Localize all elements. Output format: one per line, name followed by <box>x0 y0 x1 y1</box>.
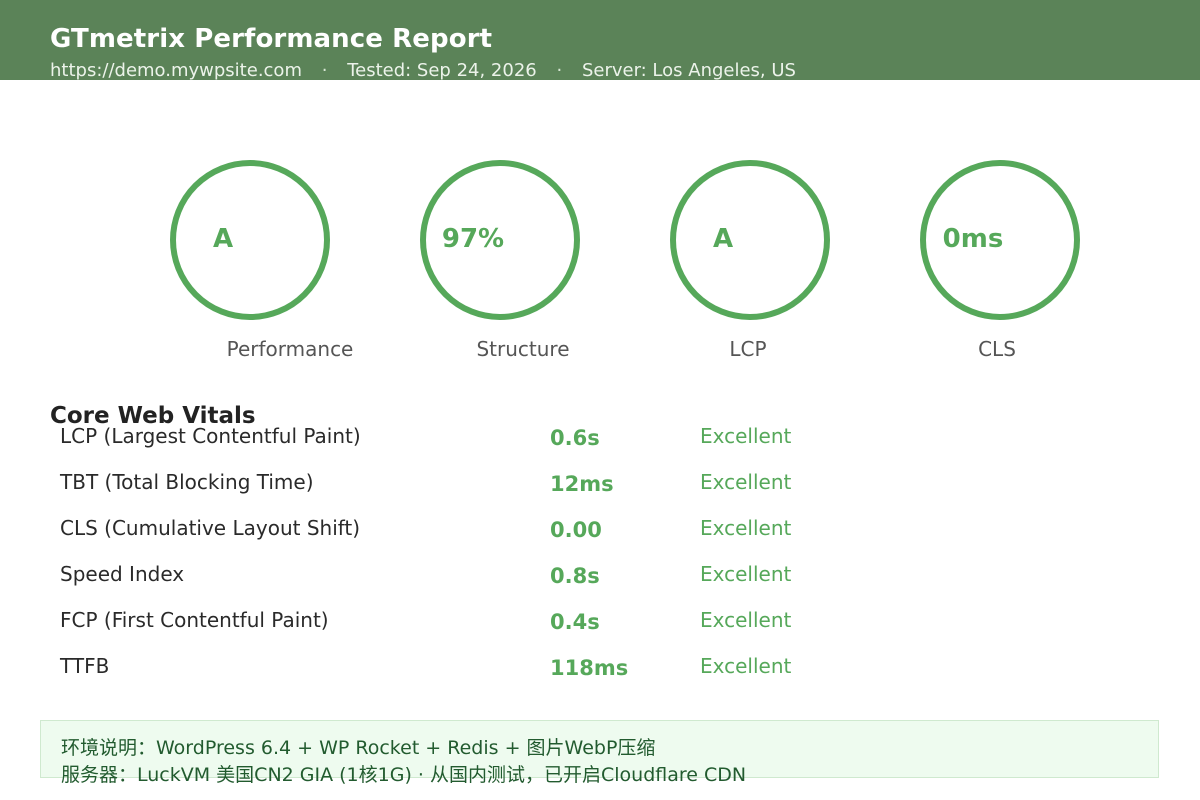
lcp-score-label: LCP <box>729 337 767 361</box>
structure-score-ring <box>420 160 580 320</box>
vital-value: 0.6s <box>550 426 600 450</box>
performance-score-value: A <box>212 224 234 254</box>
tested-url-link[interactable]: https://demo.mywpsite.com <box>50 60 302 81</box>
vital-rating: Excellent <box>700 608 792 632</box>
test-date: Tested: Sep 24, 2026 <box>347 60 537 81</box>
vital-row-speed-index: Speed Index 0.8s Excellent <box>0 563 1200 593</box>
performance-score-label: Performance <box>226 337 354 361</box>
environment-note-line: 环境说明：WordPress 6.4 + WP Rocket + Redis +… <box>61 737 656 759</box>
performance-score-ring <box>170 160 330 320</box>
vital-value: 12ms <box>550 472 614 496</box>
vital-name: Speed Index <box>60 562 185 586</box>
report-header: GTmetrix Performance Report https://demo… <box>0 0 1200 82</box>
vital-rating: Excellent <box>700 470 792 494</box>
vital-value: 0.00 <box>550 518 602 542</box>
structure-score-label: Structure <box>476 337 570 361</box>
vital-rating: Excellent <box>700 654 792 678</box>
meta-separator: · <box>321 60 328 81</box>
vital-rating: Excellent <box>700 516 792 540</box>
vital-row-cls: CLS (Cumulative Layout Shift) 0.00 Excel… <box>0 517 1200 547</box>
server-note-line: 服务器：LuckVM 美国CN2 GIA (1核1G) · 从国内测试，已开启C… <box>61 764 747 786</box>
vital-row-tbt: TBT (Total Blocking Time) 12ms Excellent <box>0 471 1200 501</box>
meta-separator: · <box>556 60 563 81</box>
structure-score-value: 97% <box>441 224 505 254</box>
report-meta-line: https://demo.mywpsite.com · Tested: Sep … <box>50 60 796 82</box>
report-title: GTmetrix Performance Report <box>50 24 493 54</box>
vital-value: 118ms <box>550 656 629 680</box>
vital-rating: Excellent <box>700 424 792 448</box>
cls-score-ring <box>920 160 1080 320</box>
vital-name: TBT (Total Blocking Time) <box>60 470 314 494</box>
score-card-lcp: A LCP <box>670 160 830 361</box>
vital-value: 0.4s <box>550 610 600 634</box>
lcp-score-ring <box>670 160 830 320</box>
vital-rating: Excellent <box>700 562 792 586</box>
vital-name: FCP (First Contentful Paint) <box>60 608 329 632</box>
score-card-cls: 0ms CLS <box>920 160 1080 361</box>
vital-name: CLS (Cumulative Layout Shift) <box>60 516 361 540</box>
cls-score-value: 0ms <box>942 224 1004 254</box>
vital-name: LCP (Largest Contentful Paint) <box>60 424 361 448</box>
core-web-vitals-title: Core Web Vitals <box>50 403 256 430</box>
test-server: Server: Los Angeles, US <box>581 60 796 81</box>
vital-row-fcp: FCP (First Contentful Paint) 0.4s Excell… <box>0 609 1200 639</box>
vital-name: TTFB <box>60 654 110 678</box>
lcp-score-value: A <box>712 224 734 254</box>
score-card-structure: 97% Structure <box>420 160 580 361</box>
score-card-performance: A Performance <box>170 160 353 361</box>
environment-note: 环境说明：WordPress 6.4 + WP Rocket + Redis +… <box>40 720 1159 785</box>
vital-value: 0.8s <box>550 564 600 588</box>
cls-score-label: CLS <box>978 337 1016 361</box>
vital-row-ttfb: TTFB 118ms Excellent <box>0 655 1200 685</box>
vital-row-lcp: LCP (Largest Contentful Paint) 0.6s Exce… <box>0 425 1200 455</box>
